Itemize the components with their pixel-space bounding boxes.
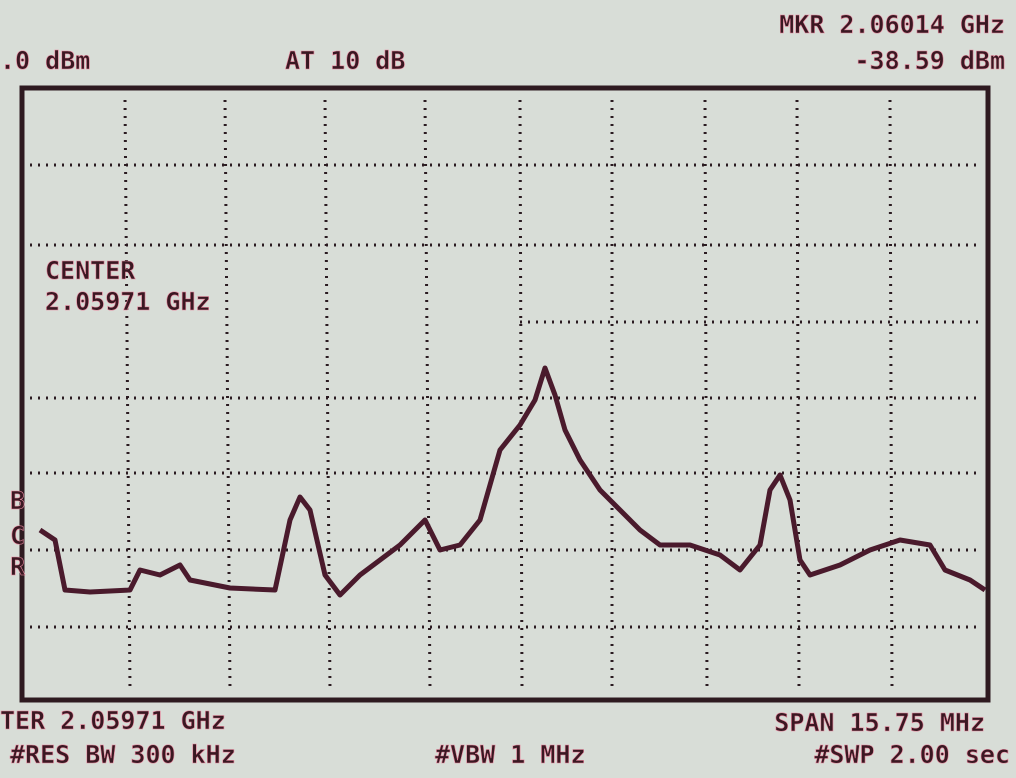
side-letter: B: [10, 486, 25, 515]
attenuation: AT 10 dB: [285, 46, 405, 75]
footer-span: SPAN 15.75 MHz: [774, 708, 985, 737]
footer-res-bw: #RES BW 300 kHz: [10, 740, 236, 769]
ref-level: .0 dBm: [0, 46, 90, 75]
footer-center: TER 2.05971 GHz: [0, 706, 226, 735]
analyzer-screen: .0 dBm AT 10 dB MKR 2.06014 GHz -38.59 d…: [0, 0, 1016, 778]
center-label: CENTER: [45, 256, 136, 285]
footer-sweep: #SWP 2.00 sec: [814, 740, 1010, 769]
background: [0, 0, 1016, 778]
center-value: 2.05971 GHz: [45, 287, 211, 316]
side-letter: R: [10, 552, 26, 581]
footer-vbw: #VBW 1 MHz: [435, 740, 586, 769]
side-letter: C: [10, 521, 25, 550]
marker-frequency: MKR 2.06014 GHz: [779, 10, 1005, 39]
marker-level: -38.59 dBm: [854, 46, 1005, 75]
